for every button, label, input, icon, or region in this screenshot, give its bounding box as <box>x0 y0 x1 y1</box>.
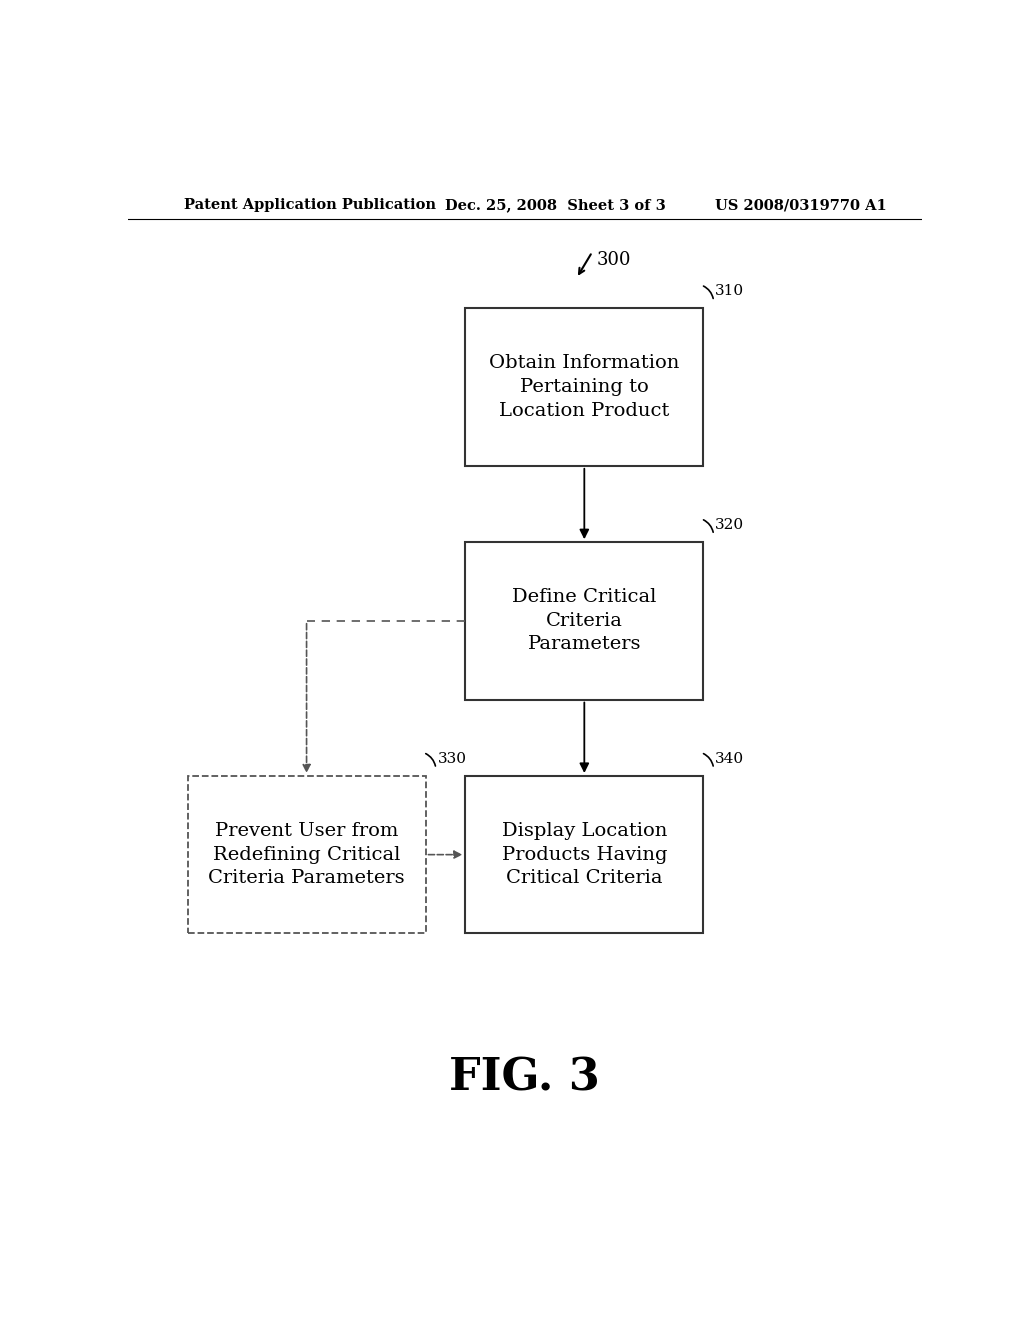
Text: Obtain Information
Pertaining to
Location Product: Obtain Information Pertaining to Locatio… <box>489 355 680 420</box>
Bar <box>465 776 703 933</box>
Bar <box>465 543 703 700</box>
Text: 300: 300 <box>596 251 631 269</box>
Text: Patent Application Publication: Patent Application Publication <box>183 198 435 213</box>
Text: Dec. 25, 2008  Sheet 3 of 3: Dec. 25, 2008 Sheet 3 of 3 <box>445 198 667 213</box>
Text: Define Critical
Criteria
Parameters: Define Critical Criteria Parameters <box>512 589 656 653</box>
Text: 340: 340 <box>715 751 744 766</box>
Text: 330: 330 <box>437 751 467 766</box>
Text: 320: 320 <box>715 517 744 532</box>
Text: US 2008/0319770 A1: US 2008/0319770 A1 <box>715 198 887 213</box>
Text: 310: 310 <box>715 284 744 298</box>
Bar <box>465 309 703 466</box>
Text: Prevent User from
Redefining Critical
Criteria Parameters: Prevent User from Redefining Critical Cr… <box>208 822 404 887</box>
Text: Display Location
Products Having
Critical Criteria: Display Location Products Having Critica… <box>502 822 667 887</box>
Bar <box>187 776 426 933</box>
Text: FIG. 3: FIG. 3 <box>450 1057 600 1100</box>
